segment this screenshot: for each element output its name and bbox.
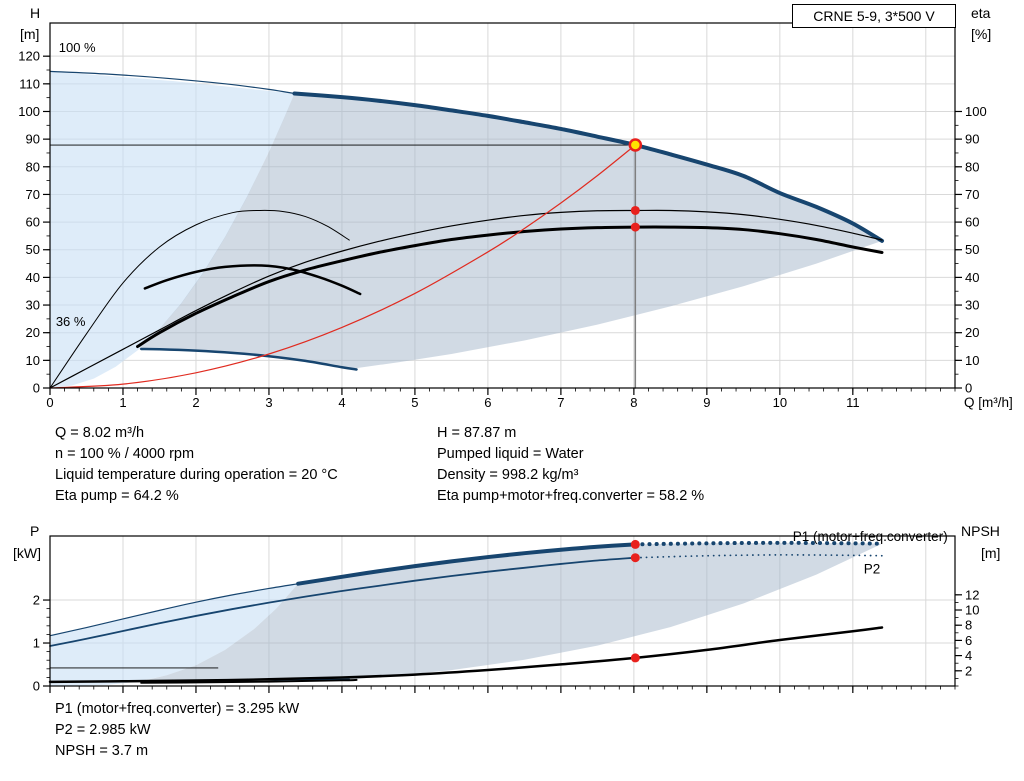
x-tick-label: 6 (484, 395, 491, 410)
right-tick-label: 50 (965, 242, 979, 257)
duty-point-marker (628, 138, 643, 152)
right-tick-label: 0 (965, 381, 972, 396)
x-tick-label: 3 (265, 395, 272, 410)
eta-total-point (630, 222, 640, 232)
p1-curve-dotted (633, 540, 885, 547)
p1-point (630, 539, 640, 549)
info-flow: Q = 8.02 m³/h (55, 425, 145, 441)
right-tick-label: 40 (965, 270, 979, 285)
right-tick-label: 20 (965, 325, 979, 340)
left-tick-label: 70 (26, 187, 40, 202)
speed-36-label: 36 % (56, 314, 86, 329)
x-tick-label: 8 (630, 395, 637, 410)
p2-label: P2 (864, 561, 881, 576)
x-tick-label: 9 (703, 395, 710, 410)
power-data-panel: P1 (motor+freq.converter) = 3.295 kW P2 … (55, 699, 299, 762)
right-tick-label: 100 (965, 104, 987, 119)
x-axis-label: Q [m³/h] (964, 395, 1013, 410)
right-tick-label: 6 (965, 633, 972, 648)
pump-curve-100-thin (49, 70, 296, 95)
x-tick-label: 7 (557, 395, 564, 410)
left-tick-label: 120 (18, 49, 40, 64)
left-tick-label: 20 (26, 325, 40, 340)
operating-data-left-column: Q = 8.02 m³/h n = 100 % / 4000 rpm Liqui… (55, 423, 338, 507)
right-tick-label: 8 (965, 618, 972, 633)
right-tick-label: 60 (965, 215, 979, 230)
eta-total-100 (136, 225, 884, 349)
npsh-axis-label: NPSH (961, 523, 1000, 539)
pump-curve-100 (292, 91, 885, 243)
npsh-axis-unit: [m] (981, 545, 1001, 561)
h-axis-unit: [m] (20, 26, 40, 42)
left-tick-label: 50 (26, 242, 40, 257)
p1-label: P1 (motor+freq.converter) (793, 529, 948, 544)
left-tick-label: 60 (26, 215, 40, 230)
x-tick-label: 1 (119, 395, 126, 410)
pump-curve-min-speed (139, 347, 358, 371)
left-tick-label: 110 (19, 76, 40, 91)
speed-100-label: 100 % (59, 40, 96, 55)
left-tick-label: 80 (26, 159, 40, 174)
system-curve (49, 144, 636, 389)
p2-point (630, 553, 640, 563)
hq-eta-chart: 0102030405060708090100110120010203040506… (18, 22, 1013, 410)
info-eta-pump: Eta pump = 64.2 % (55, 488, 179, 504)
info-liquid: Pumped liquid = Water (437, 446, 584, 462)
right-tick-label: 70 (965, 187, 979, 202)
eta-total-min-speed (143, 264, 362, 296)
right-tick-label: 30 (965, 298, 979, 313)
right-tick-label: 12 (965, 587, 979, 602)
envelope-light (50, 71, 295, 388)
operating-data-right-column: H = 87.87 m Pumped liquid = Water Densit… (437, 423, 704, 507)
npsh-point (630, 653, 640, 663)
info-temperature: Liquid temperature during operation = 20… (55, 467, 338, 483)
left-tick-label: 0 (33, 679, 40, 694)
result-p2: P2 = 2.985 kW (55, 722, 151, 738)
left-tick-label: 10 (26, 353, 40, 368)
left-tick-label: 30 (26, 298, 40, 313)
info-eta-total: Eta pump+motor+freq.converter = 58.2 % (437, 488, 705, 504)
left-tick-label: 100 (18, 104, 40, 119)
eta-pump-100 (49, 209, 883, 389)
info-density: Density = 998.2 kg/m³ (437, 467, 579, 483)
info-speed: n = 100 % / 4000 rpm (55, 446, 195, 462)
p-axis-unit: [kW] (13, 545, 41, 561)
right-tick-label: 10 (965, 353, 979, 368)
left-tick-label: 40 (26, 270, 40, 285)
p1-curve-thin (49, 583, 299, 637)
result-p1: P1 (motor+freq.converter) = 3.295 kW (55, 701, 300, 717)
h-axis-label: H (30, 5, 41, 21)
left-tick-label: 0 (33, 381, 40, 396)
p2-curve (49, 556, 637, 647)
p-axis-label: P (30, 523, 40, 539)
p1-curve (296, 542, 638, 586)
info-head: H = 87.87 m (437, 425, 517, 441)
eta-pump-min-speed (49, 209, 350, 389)
npsh-curve (48, 626, 884, 684)
envelope-main (141, 542, 883, 682)
eta-axis-unit: [%] (971, 26, 992, 42)
x-tick-label: 4 (338, 395, 345, 410)
x-tick-label: 5 (411, 395, 418, 410)
right-tick-label: 4 (965, 648, 972, 663)
right-tick-label: 90 (965, 132, 979, 147)
result-npsh: NPSH = 3.7 m (55, 743, 149, 759)
npsh-curve-min-speed (140, 678, 358, 684)
left-tick-label: 90 (26, 132, 40, 147)
x-tick-label: 0 (46, 395, 53, 410)
x-tick-label: 11 (846, 395, 860, 410)
right-tick-label: 2 (965, 663, 972, 678)
pump-title-box: CRNE 5-9, 3*500 V (792, 4, 956, 28)
right-tick-label: 80 (965, 159, 979, 174)
left-tick-label: 1 (33, 636, 40, 651)
left-tick-label: 2 (33, 593, 40, 608)
right-tick-label: 10 (965, 603, 979, 618)
eta-pump-point (630, 205, 640, 215)
eta-axis-label: eta (971, 5, 991, 21)
x-tick-label: 2 (192, 395, 199, 410)
x-tick-label: 10 (773, 395, 787, 410)
